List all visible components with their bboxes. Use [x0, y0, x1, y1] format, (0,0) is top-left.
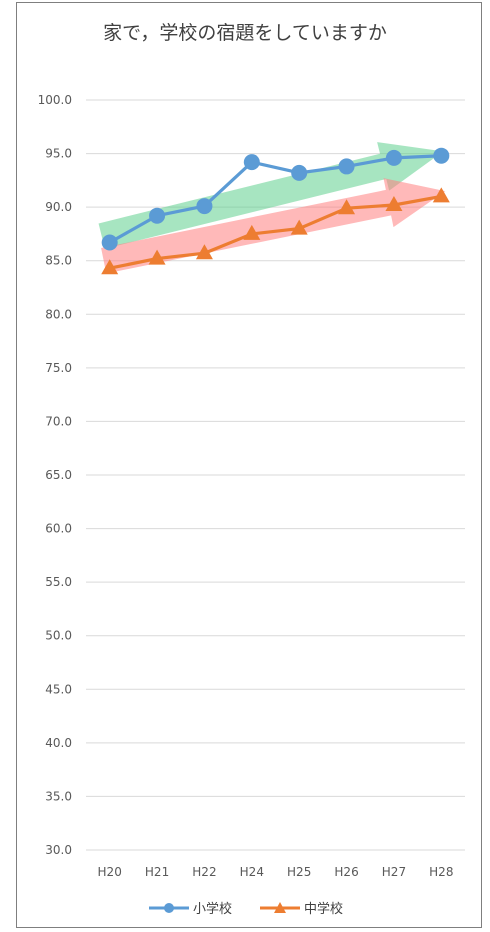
data-point — [385, 149, 402, 166]
y-tick-label: 100.0 — [38, 93, 72, 107]
legend-marker-circle — [148, 902, 189, 913]
data-point — [290, 219, 308, 235]
data-point — [149, 207, 166, 224]
data-point — [385, 196, 403, 211]
y-tick-label: 60.0 — [45, 522, 72, 536]
x-tick-label: H24 — [240, 865, 264, 879]
data-point — [338, 199, 356, 215]
legend-marker-triangle — [260, 901, 300, 913]
data-point — [338, 158, 355, 175]
y-tick-label: 80.0 — [45, 307, 72, 321]
data-point — [196, 198, 213, 215]
legend-label-junior-high: 中学校 — [304, 902, 344, 917]
data-point — [195, 244, 213, 260]
y-tick-label: 85.0 — [45, 254, 72, 268]
x-tick-label: H27 — [382, 865, 406, 879]
data-point — [101, 259, 119, 275]
data-point — [432, 187, 450, 203]
x-tick-label: H28 — [429, 865, 453, 879]
trend-arrows — [98, 142, 446, 274]
y-tick-label: 50.0 — [45, 629, 72, 643]
y-tick-label: 45.0 — [45, 682, 72, 696]
trend-arrow-junior-high — [101, 178, 446, 274]
data-point — [243, 154, 260, 171]
series-layer — [101, 147, 450, 275]
y-tick-labels: 30.0 35.0 40.0 45.0 50.0 55.0 60.0 65.0 70.0 75.0… — [38, 93, 72, 857]
series-line-1 — [109, 194, 442, 270]
data-point — [243, 224, 261, 240]
chart-title: 家で，学校の宿題をしていますか — [103, 22, 387, 44]
legend-item-junior-high: 中学校 — [258, 898, 343, 917]
trend-arrow-elementary — [98, 142, 444, 249]
x-tick-label: H26 — [334, 865, 358, 879]
y-tick-label: 90.0 — [45, 200, 72, 214]
legend-item-elementary: 小学校 — [147, 898, 232, 917]
data-point — [101, 234, 118, 251]
y-tick-label: 75.0 — [45, 361, 72, 375]
legend-label-elementary: 小学校 — [192, 902, 232, 917]
y-tick-label: 35.0 — [45, 789, 72, 803]
series-line-0 — [108, 154, 442, 244]
y-tick-label: 55.0 — [45, 575, 72, 589]
y-tick-label: 30.0 — [45, 843, 72, 857]
x-tick-labels: H20 H21 H22 H24 H25 H26 H27 H28 — [98, 865, 454, 879]
data-point — [148, 249, 166, 265]
y-tick-label: 95.0 — [45, 147, 72, 161]
x-tick-label: H21 — [145, 865, 169, 879]
y-tick-label: 70.0 — [45, 414, 72, 428]
y-tick-label: 65.0 — [45, 468, 72, 482]
x-tick-label: H22 — [192, 865, 216, 879]
y-tick-label: 40.0 — [45, 736, 72, 750]
data-point — [433, 147, 450, 164]
legend: 小学校 中学校 — [0, 898, 490, 917]
x-tick-label: H25 — [287, 865, 311, 879]
grid-lines — [86, 99, 465, 851]
x-tick-label: H20 — [98, 865, 122, 879]
data-point — [291, 164, 308, 181]
